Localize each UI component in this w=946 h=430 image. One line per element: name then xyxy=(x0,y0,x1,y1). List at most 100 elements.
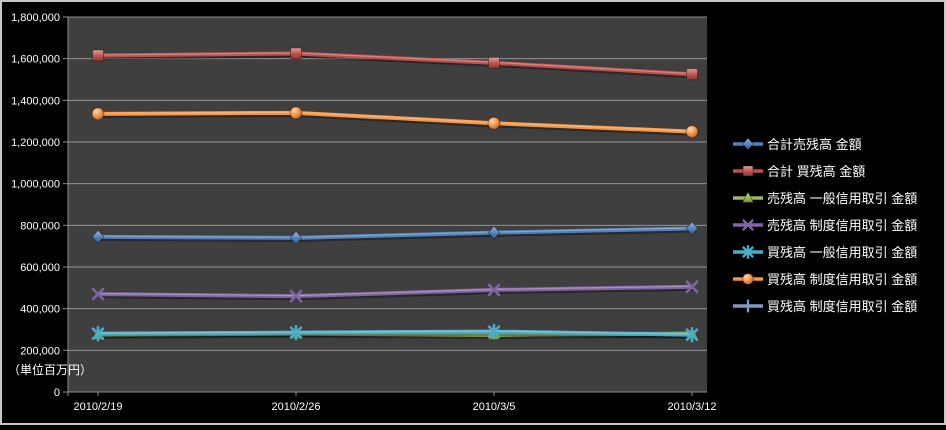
legend-item: 売残高 制度信用取引 金額 xyxy=(733,218,917,233)
series-line-highlight xyxy=(97,330,693,335)
y-axis-tick-label: 600,000 xyxy=(20,262,60,274)
series-line-shadow xyxy=(99,228,694,243)
unit-label: （単位百万円） xyxy=(8,362,92,377)
square-marker-icon xyxy=(742,165,754,177)
x-marker-icon xyxy=(487,283,501,297)
series-line-highlight xyxy=(97,285,693,297)
series-0 xyxy=(91,221,699,246)
series-line-highlight xyxy=(97,111,693,132)
legend-label: 売残高 制度信用取引 金額 xyxy=(767,218,917,233)
data-point xyxy=(289,324,303,341)
data-point xyxy=(685,221,699,236)
data-point xyxy=(92,49,104,62)
legend-label: 合計売残高 金額 xyxy=(767,137,862,152)
y-axis-tick-label: 1,600,000 xyxy=(11,54,60,66)
circle-marker-icon xyxy=(91,107,105,121)
data-point xyxy=(91,325,105,342)
data-point xyxy=(488,56,500,69)
data-point xyxy=(290,47,302,60)
y-axis-tick-label: 400,000 xyxy=(20,304,60,316)
legend-marker xyxy=(742,219,754,231)
square-marker-icon xyxy=(92,49,104,62)
series-line-shadow xyxy=(99,113,694,136)
star-marker-icon xyxy=(685,326,699,343)
diamond-marker-icon xyxy=(487,225,501,240)
legend-marker xyxy=(742,165,754,177)
circle-marker-icon xyxy=(685,125,699,139)
data-point xyxy=(686,68,698,81)
legend-marker xyxy=(741,299,755,313)
plus-marker-icon xyxy=(741,299,755,313)
series-line-shadow xyxy=(99,53,694,79)
legend-item: 合計売残高 金額 xyxy=(733,137,862,152)
diamond-marker-icon xyxy=(91,229,105,245)
x-axis-category-label: 2010/2/26 xyxy=(272,401,321,413)
series-line-shadow xyxy=(99,331,694,339)
circle-marker-icon xyxy=(487,116,501,130)
legend-label: 買残高 制度信用取引 金額 xyxy=(767,272,917,287)
series-line-shadow xyxy=(99,333,694,339)
x-axis-category-label: 2010/3/5 xyxy=(473,401,516,413)
data-point xyxy=(289,230,303,246)
x-axis-category-label: 2010/2/19 xyxy=(74,401,123,413)
plot-area xyxy=(68,17,707,392)
data-point xyxy=(487,116,501,130)
triangle-marker-icon xyxy=(741,191,755,203)
star-marker-icon xyxy=(487,323,501,340)
legend-item: 買残高 制度信用取引 金額 xyxy=(733,299,917,314)
legend-label: 買残高 一般信用取引 金額 xyxy=(767,245,917,260)
legend-marker xyxy=(742,273,754,285)
circle-marker-icon xyxy=(289,106,303,120)
circle-marker-icon xyxy=(742,273,754,285)
y-axis-tick-label: 1,800,000 xyxy=(11,12,60,24)
legend-marker xyxy=(741,191,755,203)
legend-label: 売残高 一般信用取引 金額 xyxy=(767,191,917,206)
x-marker-icon xyxy=(742,219,754,231)
diamond-marker-icon xyxy=(289,230,303,246)
data-point xyxy=(487,323,501,340)
data-point xyxy=(487,283,501,297)
star-marker-icon xyxy=(742,244,754,260)
star-marker-icon xyxy=(91,325,105,342)
y-axis-tick-label: 200,000 xyxy=(20,345,60,357)
data-point xyxy=(685,326,699,343)
y-axis-tick-label: 0 xyxy=(54,387,60,399)
legend-label: 合計 買残高 金額 xyxy=(767,164,865,179)
series-5 xyxy=(91,106,699,139)
legend-item: 合計 買残高 金額 xyxy=(733,164,865,179)
legend-marker xyxy=(742,244,754,260)
y-axis-tick-label: 1,400,000 xyxy=(11,95,60,107)
square-marker-icon xyxy=(290,47,302,60)
square-marker-icon xyxy=(686,68,698,81)
x-marker-icon xyxy=(289,289,303,303)
legend-item: 買残高 制度信用取引 金額 xyxy=(733,272,917,287)
diamond-marker-icon xyxy=(685,221,699,236)
data-point xyxy=(289,289,303,303)
star-marker-icon xyxy=(289,324,303,341)
y-axis-tick-label: 1,000,000 xyxy=(11,179,60,191)
data-point xyxy=(91,287,105,301)
x-axis-category-label: 2010/3/12 xyxy=(668,401,717,413)
data-point xyxy=(685,125,699,139)
legend-item: 売残高 一般信用取引 金額 xyxy=(733,191,917,206)
legend-item: 買残高 一般信用取引 金額 xyxy=(733,244,917,260)
series-line-highlight xyxy=(97,52,693,75)
diamond-marker-icon xyxy=(742,137,754,151)
x-marker-icon xyxy=(685,280,699,294)
data-point xyxy=(289,106,303,120)
square-marker-icon xyxy=(488,56,500,69)
data-point xyxy=(685,280,699,294)
x-marker-icon xyxy=(91,287,105,301)
data-point xyxy=(91,229,105,245)
y-axis-tick-label: 1,200,000 xyxy=(11,137,60,149)
legend-marker xyxy=(742,137,754,151)
data-point xyxy=(91,107,105,121)
series-3 xyxy=(91,280,699,303)
y-axis-tick-label: 800,000 xyxy=(20,220,60,232)
series-1 xyxy=(92,47,698,81)
series-line-highlight xyxy=(97,227,693,238)
